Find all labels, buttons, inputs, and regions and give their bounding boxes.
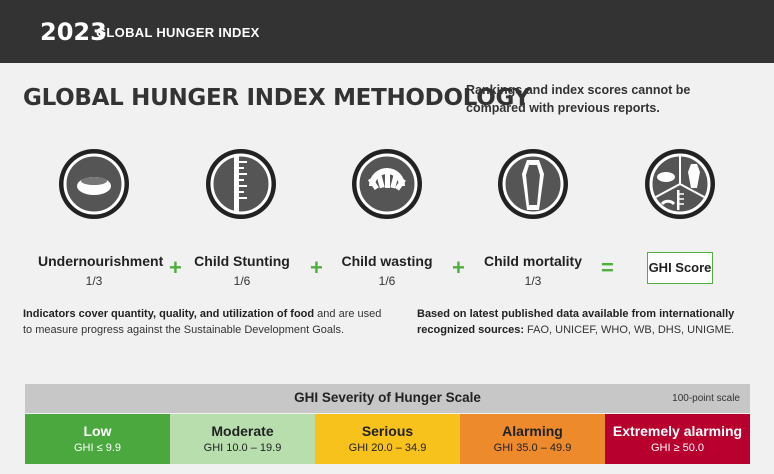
note-emphasis: Indicators cover quantity, quality, and … [23, 308, 315, 320]
indicator-name: Child Stunting [194, 253, 290, 269]
bowl-icon [58, 148, 130, 220]
severity-scale-title: GHI Severity of Hunger Scale [294, 390, 481, 405]
indicator-child-stunting: Child Stunting 1/6 [190, 253, 294, 288]
indicator-child-mortality: Child mortality 1/3 [480, 253, 586, 288]
plus-operator: + [310, 255, 323, 280]
note-text: and are used to measure progress against… [23, 308, 382, 336]
indicator-coverage-note: Indicators cover quantity, quality, and … [23, 306, 383, 338]
indicator-undernourishment: Undernourishment 1/3 [38, 253, 164, 288]
note-text: FAO, UNICEF, WHO, WB, DHS, UNIGME. [523, 324, 735, 336]
band-range: GHI ≥ 50.0 [650, 442, 705, 454]
indicator-child-wasting: Child wasting 1/6 [337, 253, 437, 288]
coffin-icon [497, 148, 569, 220]
band-label: Serious [361, 423, 414, 439]
plus-operator: + [169, 255, 182, 280]
band-range: GHI ≤ 9.9 [74, 442, 121, 454]
height-ruler-icon [205, 148, 277, 220]
indicator-weight: 1/6 [233, 274, 251, 288]
band-extremely-alarming: Extremely alarming GHI ≥ 50.0 [605, 414, 750, 464]
data-sources-note: Based on latest published data available… [417, 306, 737, 338]
band-range: GHI 35.0 – 49.9 [493, 442, 572, 454]
ghi-score-box: GHI Score [647, 252, 713, 284]
band-moderate: Moderate GHI 10.0 – 19.9 [170, 414, 315, 464]
ghi-composite-icon [644, 148, 716, 220]
band-label: Extremely alarming [612, 423, 743, 439]
page-title: GLOBAL HUNGER INDEX METHODOLOGY [23, 85, 530, 111]
band-serious: Serious GHI 20.0 – 34.9 [315, 414, 460, 464]
indicator-weight: 1/3 [85, 274, 103, 288]
band-range: GHI 10.0 – 19.9 [203, 442, 282, 454]
severity-scale-subtitle: 100-point scale [672, 393, 740, 404]
indicator-weight: 1/3 [524, 274, 542, 288]
scale-icon [351, 148, 423, 220]
band-label: Alarming [502, 423, 563, 439]
severity-scale-header: GHI Severity of Hunger Scale 100-point s… [25, 384, 750, 413]
band-low: Low GHI ≤ 9.9 [25, 414, 170, 464]
brand-name: GLOBAL HUNGER INDEX [96, 25, 260, 40]
note-emphasis: Based on latest published data available… [417, 308, 735, 336]
indicator-name: Undernourishment [38, 253, 164, 269]
top-banner: 2023 GLOBAL HUNGER INDEX [0, 0, 774, 63]
band-range: GHI 20.0 – 34.9 [348, 442, 427, 454]
band-alarming: Alarming GHI 35.0 – 49.9 [460, 414, 605, 464]
indicator-name: Child mortality [483, 253, 582, 269]
band-label: Moderate [211, 423, 274, 439]
report-year: 2023 [40, 18, 107, 46]
equals-operator: = [601, 255, 614, 280]
band-label: Low [83, 423, 112, 439]
plus-operator: + [452, 255, 465, 280]
comparison-note: Rankings and index scores cannot be comp… [466, 83, 691, 115]
indicator-weight: 1/6 [378, 274, 396, 288]
indicator-name: Child wasting [341, 253, 433, 269]
